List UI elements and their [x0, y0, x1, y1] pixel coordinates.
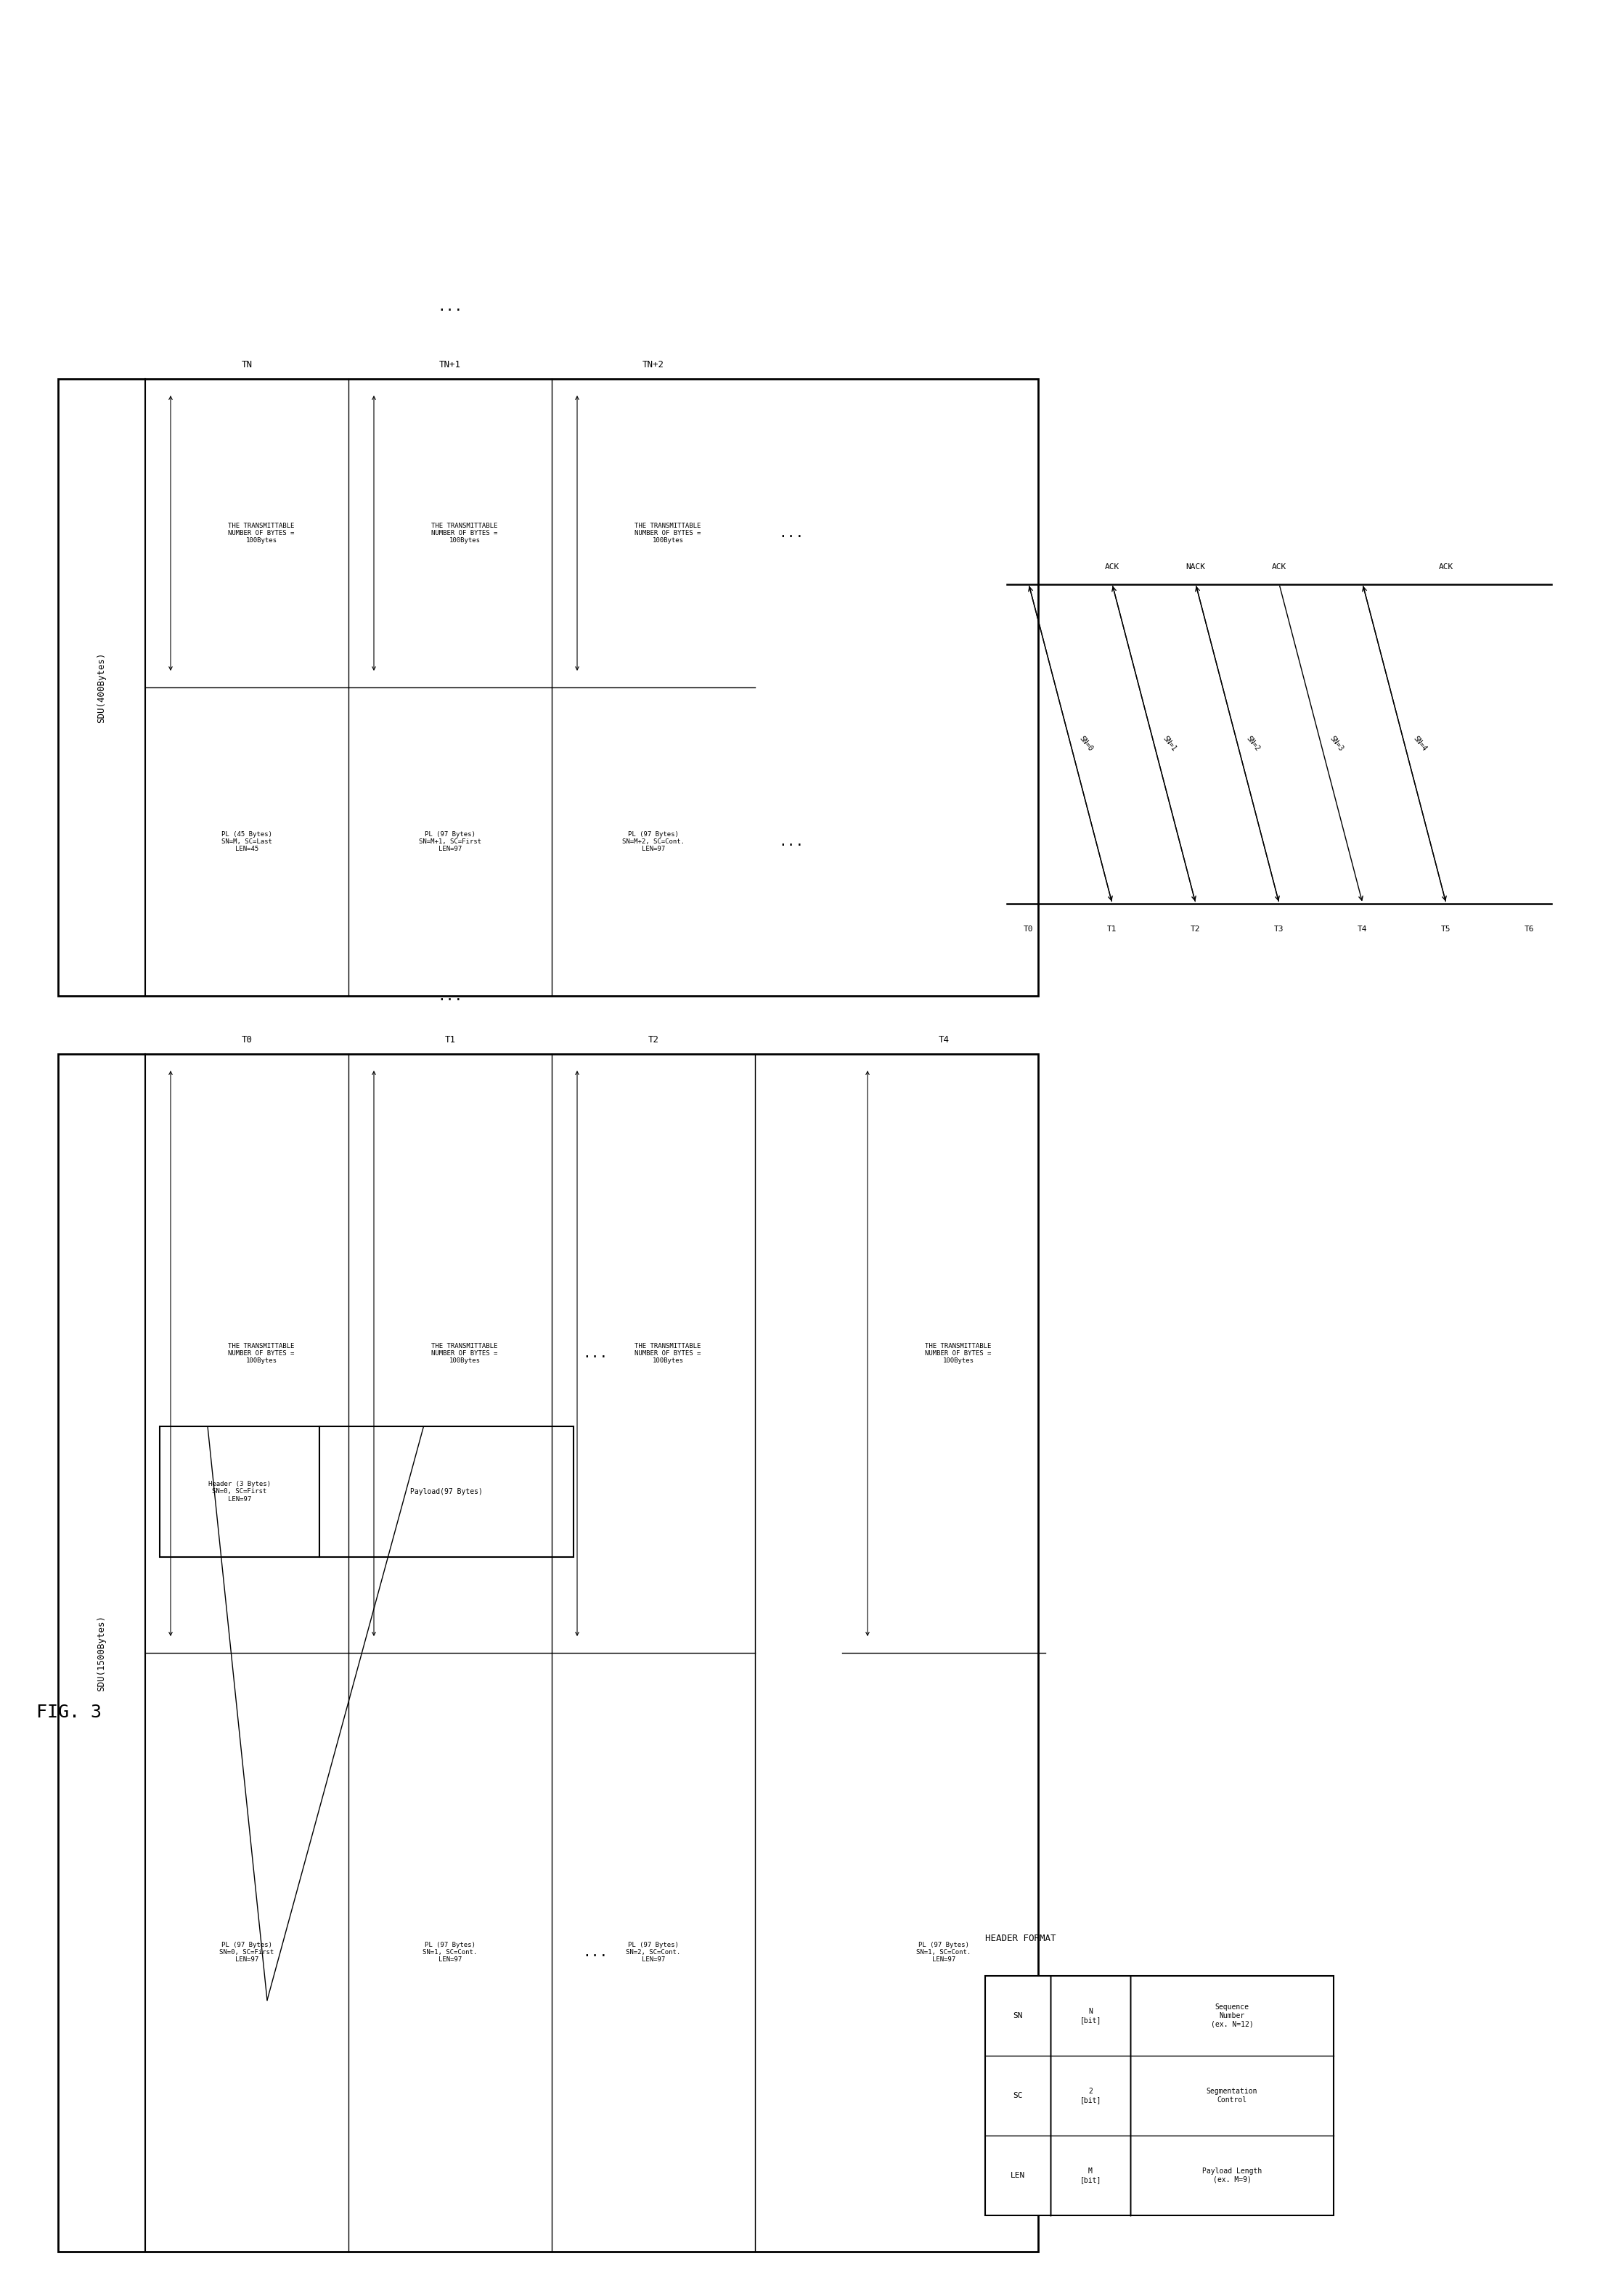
Text: THE TRANSMITTABLE
NUMBER OF BYTES =
100Bytes: THE TRANSMITTABLE NUMBER OF BYTES = 100B… [432, 1343, 499, 1364]
Text: SDU(400Bytes): SDU(400Bytes) [97, 652, 106, 723]
Text: PL (97 Bytes)
SN=M+2, SC=Cont.
LEN=97: PL (97 Bytes) SN=M+2, SC=Cont. LEN=97 [622, 831, 685, 853]
Text: ...: ... [583, 1348, 607, 1361]
Text: FIG. 3: FIG. 3 [36, 1705, 102, 1721]
Text: M
[bit]: M [bit] [1080, 2167, 1101, 2183]
Text: PL (97 Bytes)
SN=0, SC=First
LEN=97: PL (97 Bytes) SN=0, SC=First LEN=97 [219, 1943, 274, 1963]
Text: T3: T3 [1275, 924, 1285, 934]
Text: T2: T2 [1190, 924, 1200, 934]
Text: SN=1: SN=1 [1161, 734, 1177, 753]
Text: PL (45 Bytes)
SN=M, SC=Last
LEN=45: PL (45 Bytes) SN=M, SC=Last LEN=45 [221, 831, 273, 853]
Text: SN=4: SN=4 [1411, 734, 1427, 753]
Text: T1: T1 [1108, 924, 1117, 934]
Text: PL (97 Bytes)
SN=2, SC=Cont.
LEN=97: PL (97 Bytes) SN=2, SC=Cont. LEN=97 [627, 1943, 680, 1963]
Bar [159, 1425, 320, 1558]
Text: Payload(97 Bytes): Payload(97 Bytes) [411, 1487, 482, 1496]
Text: T5: T5 [1440, 924, 1450, 934]
Text: SN: SN [1013, 2011, 1023, 2020]
Bar [58, 380, 1038, 995]
Text: T0: T0 [242, 1034, 252, 1043]
Text: THE TRANSMITTABLE
NUMBER OF BYTES =
100Bytes: THE TRANSMITTABLE NUMBER OF BYTES = 100B… [635, 1343, 702, 1364]
Text: SN=2: SN=2 [1244, 734, 1260, 753]
Text: ...: ... [778, 526, 804, 540]
Text: SN=3: SN=3 [1328, 734, 1345, 753]
Bar [58, 1055, 1038, 2251]
Text: THE TRANSMITTABLE
NUMBER OF BYTES =
100Bytes: THE TRANSMITTABLE NUMBER OF BYTES = 100B… [635, 522, 702, 545]
Text: N
[bit]: N [bit] [1080, 2009, 1101, 2023]
Bar [320, 1425, 573, 1558]
Text: NACK: NACK [1186, 563, 1205, 572]
Text: ...: ... [437, 300, 463, 313]
Text: SC: SC [1013, 2091, 1023, 2100]
Bar [986, 1977, 1333, 2215]
Text: LEN: LEN [1010, 2171, 1025, 2178]
Text: ...: ... [778, 835, 804, 849]
Text: PL (97 Bytes)
SN=1, SC=Cont.
LEN=97: PL (97 Bytes) SN=1, SC=Cont. LEN=97 [422, 1943, 477, 1963]
Text: T4: T4 [939, 1034, 948, 1043]
Text: TN: TN [242, 359, 252, 368]
Text: THE TRANSMITTABLE
NUMBER OF BYTES =
100Bytes: THE TRANSMITTABLE NUMBER OF BYTES = 100B… [926, 1343, 991, 1364]
Text: ACK: ACK [1439, 563, 1453, 572]
Text: TN+2: TN+2 [643, 359, 664, 368]
Text: ...: ... [437, 988, 463, 1002]
Text: Sequence
Number
(ex. N=12): Sequence Number (ex. N=12) [1210, 2004, 1254, 2027]
Text: THE TRANSMITTABLE
NUMBER OF BYTES =
100Bytes: THE TRANSMITTABLE NUMBER OF BYTES = 100B… [432, 522, 499, 545]
Text: PL (97 Bytes)
SN=M+1, SC=First
LEN=97: PL (97 Bytes) SN=M+1, SC=First LEN=97 [419, 831, 481, 853]
Text: ACK: ACK [1104, 563, 1119, 572]
Text: T6: T6 [1525, 924, 1535, 934]
Text: Header (3 Bytes)
SN=0, SC=First
LEN=97: Header (3 Bytes) SN=0, SC=First LEN=97 [208, 1480, 271, 1503]
Text: PL (97 Bytes)
SN=1, SC=Cont.
LEN=97: PL (97 Bytes) SN=1, SC=Cont. LEN=97 [916, 1943, 971, 1963]
Text: SDU(1500Bytes): SDU(1500Bytes) [97, 1615, 106, 1691]
Text: TN+1: TN+1 [438, 359, 461, 368]
Text: THE TRANSMITTABLE
NUMBER OF BYTES =
100Bytes: THE TRANSMITTABLE NUMBER OF BYTES = 100B… [229, 522, 294, 545]
Text: SN=0: SN=0 [1078, 734, 1095, 753]
Text: 2
[bit]: 2 [bit] [1080, 2087, 1101, 2103]
Text: Segmentation
Control: Segmentation Control [1207, 2087, 1257, 2103]
Text: THE TRANSMITTABLE
NUMBER OF BYTES =
100Bytes: THE TRANSMITTABLE NUMBER OF BYTES = 100B… [229, 1343, 294, 1364]
Text: T1: T1 [445, 1034, 456, 1043]
Text: Payload Length
(ex. M=9): Payload Length (ex. M=9) [1202, 2167, 1262, 2183]
Text: ...: ... [583, 1945, 607, 1959]
Text: T2: T2 [648, 1034, 659, 1043]
Text: ACK: ACK [1272, 563, 1286, 572]
Text: T0: T0 [1023, 924, 1033, 934]
Text: T4: T4 [1358, 924, 1367, 934]
Text: HEADER FORMAT: HEADER FORMAT [986, 1933, 1056, 1943]
